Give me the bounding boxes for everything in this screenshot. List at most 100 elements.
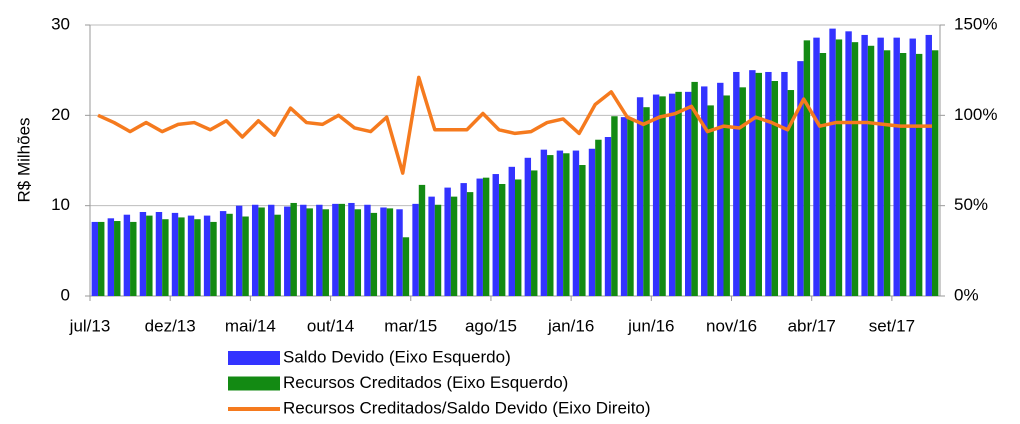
bar (925, 34, 932, 296)
bar (547, 155, 554, 296)
bar (883, 50, 891, 296)
bar (749, 70, 756, 297)
bar (739, 87, 746, 296)
bar (813, 37, 820, 296)
bar (380, 207, 387, 296)
bar (524, 157, 532, 296)
bar (765, 71, 772, 297)
y-tick-label: 30 (51, 14, 70, 33)
bar (707, 105, 714, 296)
y-tick-label: 10 (51, 195, 70, 214)
bar (659, 96, 666, 296)
y2-tick-label: 100% (954, 105, 997, 124)
y-tick-label: 20 (51, 105, 70, 124)
legend-label: Recursos Creditados (Eixo Esquerdo) (283, 373, 568, 392)
bar (402, 237, 410, 296)
bar (733, 71, 740, 297)
bar (531, 170, 538, 296)
bar (258, 207, 265, 296)
bar (338, 203, 345, 296)
legend-label: Recursos Creditados/Saldo Devido (Eixo D… (283, 398, 651, 417)
bar (611, 116, 618, 296)
bar (835, 39, 843, 296)
bar (797, 61, 804, 297)
bar (242, 216, 249, 296)
bar (418, 184, 426, 296)
bar (668, 93, 676, 296)
bar (91, 221, 99, 296)
x-tick-label: jun/16 (627, 316, 674, 335)
bar (787, 90, 795, 296)
y2-tick-label: 0% (954, 285, 979, 304)
bar (162, 219, 169, 296)
x-tick-label: mar/15 (384, 316, 437, 335)
x-tick-label: set/17 (869, 316, 915, 335)
bar (685, 91, 692, 296)
x-tick-label: jul/13 (69, 316, 111, 335)
bar (322, 209, 329, 296)
bar (498, 183, 506, 296)
bar (915, 53, 923, 297)
x-tick-label: ago/15 (465, 316, 517, 335)
bar (893, 37, 900, 296)
bar (428, 196, 435, 296)
bar (482, 177, 490, 296)
bar (219, 211, 227, 296)
bar (235, 205, 243, 296)
bar (284, 206, 291, 296)
x-tick-label: abr/17 (788, 316, 836, 335)
bar (226, 213, 233, 296)
bar (450, 196, 458, 296)
legend-label: Saldo Devido (Eixo Esquerdo) (283, 347, 511, 366)
bar (861, 34, 868, 296)
bar (210, 221, 217, 296)
bar (130, 221, 137, 296)
bar (909, 38, 916, 297)
bar (579, 165, 586, 296)
y2-tick-label: 150% (954, 14, 997, 33)
bar (723, 95, 730, 297)
bar (370, 212, 378, 296)
bar (563, 153, 570, 296)
bar (354, 209, 362, 296)
bar (515, 179, 522, 296)
bar (146, 215, 153, 296)
bar (867, 45, 875, 296)
bar (701, 86, 708, 296)
bar (139, 211, 147, 296)
bar (851, 42, 859, 297)
legend-swatch (228, 376, 280, 391)
bar (171, 212, 179, 296)
bar (251, 204, 259, 296)
bar (386, 208, 394, 296)
bar (98, 221, 105, 296)
bar (877, 37, 884, 296)
bar (803, 40, 811, 297)
bar (620, 117, 628, 296)
bar (274, 214, 281, 296)
bar (114, 221, 121, 296)
bar (466, 192, 474, 296)
bar (396, 209, 403, 296)
bar (717, 82, 724, 297)
x-tick-label: nov/16 (706, 316, 757, 335)
bar (819, 53, 827, 297)
x-tick-label: mai/14 (225, 316, 276, 335)
bar (178, 217, 185, 296)
bar (845, 31, 852, 296)
bar (931, 50, 939, 296)
bar (492, 174, 499, 296)
bar (348, 202, 355, 296)
bar (155, 211, 163, 296)
bar (203, 215, 211, 296)
y-tick-label: 0 (61, 285, 70, 304)
bar (316, 204, 323, 296)
x-tick-label: dez/13 (145, 316, 196, 335)
bar (434, 204, 442, 296)
bar (444, 187, 451, 296)
bar (627, 118, 634, 297)
bar (829, 28, 836, 296)
bar (540, 149, 548, 296)
bar (107, 218, 115, 296)
bar (306, 208, 313, 296)
